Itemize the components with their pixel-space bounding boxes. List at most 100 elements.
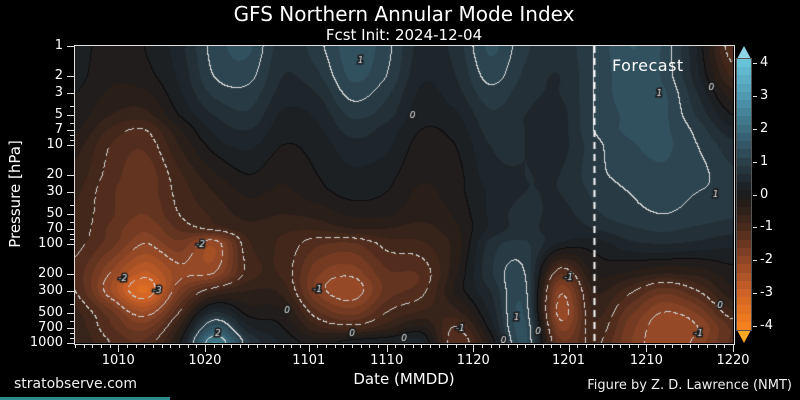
y-tick-label: 2	[54, 67, 63, 83]
x-minor-tick	[404, 344, 405, 348]
colorbar-segment	[737, 272, 751, 282]
colorbar-tick	[753, 128, 757, 130]
x-minor-tick	[611, 344, 613, 348]
colorbar-segment	[737, 91, 751, 101]
x-minor-tick	[421, 344, 423, 348]
colorbar-segment	[737, 165, 751, 175]
colorbar-segment	[737, 305, 751, 315]
y-tick-label: 30	[46, 184, 63, 200]
x-minor-tick	[300, 344, 302, 348]
colorbar-segment	[737, 67, 751, 76]
x-minor-tick	[239, 344, 241, 348]
forecast-region-label: Forecast	[612, 56, 684, 75]
x-minor-tick	[585, 344, 587, 348]
x-minor-tick	[672, 344, 674, 348]
x-minor-tick	[689, 344, 691, 348]
colorbar-outline	[736, 58, 752, 331]
x-major-tick	[118, 344, 120, 352]
nam-contour-canvas	[75, 46, 733, 343]
x-major-tick	[204, 344, 206, 352]
colorbar-tick-label: 2	[760, 120, 769, 136]
x-minor-tick	[360, 344, 362, 348]
colorbar-segment	[737, 231, 751, 241]
y-minor-tick	[70, 140, 74, 142]
x-axis-label: Date (MMDD)	[353, 370, 455, 388]
y-major-tick	[67, 75, 74, 77]
y-major-tick	[67, 244, 74, 245]
x-major-tick	[386, 344, 388, 352]
y-minor-tick	[70, 222, 74, 224]
x-minor-tick	[265, 344, 267, 348]
y-major-tick	[67, 145, 74, 146]
colorbar-segment	[737, 182, 751, 191]
x-minor-tick	[603, 344, 605, 348]
x-minor-tick	[551, 344, 553, 348]
colorbar-tick	[753, 325, 757, 327]
colorbar-segment	[737, 215, 751, 224]
y-minor-tick	[70, 204, 74, 206]
y-tick-label: 10	[46, 137, 63, 152]
y-tick-label: 3	[54, 85, 63, 101]
x-minor-tick	[369, 344, 371, 348]
y-major-tick	[67, 214, 74, 216]
x-minor-tick	[109, 344, 111, 348]
x-minor-tick	[429, 344, 431, 348]
colorbar-segment	[737, 141, 751, 150]
colorbar-segment	[737, 206, 751, 216]
colorbar-segment	[737, 256, 751, 265]
colorbar-segment	[737, 124, 751, 134]
x-minor-tick	[100, 344, 102, 348]
x-minor-tick	[144, 344, 146, 348]
x-minor-tick	[655, 344, 657, 348]
colorbar-segment	[737, 264, 751, 274]
x-minor-tick	[135, 344, 137, 348]
colorbar-tick-label: -2	[760, 252, 773, 268]
x-major-tick	[568, 344, 570, 352]
author-credit: Figure by Z. D. Lawrence (NMT)	[587, 378, 792, 393]
colorbar-segment	[737, 239, 751, 249]
x-tick-label: 1110	[370, 353, 404, 368]
y-tick-label: 100	[38, 236, 63, 251]
colorbar-segment	[737, 149, 751, 159]
colorbar-tick	[753, 63, 757, 65]
colorbar-tick-label: -4	[760, 317, 773, 333]
x-minor-tick	[724, 344, 726, 348]
y-major-tick	[67, 129, 74, 131]
x-minor-tick	[533, 344, 535, 348]
y-major-tick	[67, 291, 74, 293]
colorbar-tick-label: 1	[760, 153, 769, 169]
x-minor-tick	[187, 344, 189, 348]
y-tick-label: 1000	[29, 335, 63, 350]
y-tick-label: 1	[54, 38, 63, 53]
colorbar-segment	[737, 198, 751, 208]
x-minor-tick	[152, 344, 154, 348]
site-credit: stratobserve.com	[14, 376, 137, 392]
x-minor-tick	[490, 344, 492, 348]
y-tick-label: 50	[46, 206, 63, 222]
y-minor-tick	[70, 321, 74, 323]
y-major-tick	[67, 46, 74, 47]
x-major-tick	[733, 344, 734, 352]
x-tick-label: 1010	[101, 353, 135, 368]
colorbar-segment	[737, 59, 751, 68]
x-minor-tick	[637, 344, 639, 348]
x-minor-tick	[464, 344, 466, 348]
x-minor-tick	[248, 344, 250, 348]
x-minor-tick	[230, 344, 232, 348]
y-tick-label: 200	[38, 265, 63, 281]
colorbar-tick-label: 0	[760, 186, 769, 202]
x-tick-label: 1020	[188, 353, 222, 368]
x-minor-tick	[663, 344, 665, 348]
x-major-tick	[473, 344, 475, 352]
x-minor-tick	[481, 344, 483, 348]
x-minor-tick	[326, 344, 328, 348]
colorbar-tick	[753, 260, 757, 262]
y-major-tick	[67, 93, 74, 95]
x-minor-tick	[620, 344, 622, 348]
colorbar-segment	[737, 83, 751, 93]
x-minor-tick	[274, 344, 276, 348]
x-tick-label: 1101	[292, 353, 326, 368]
x-minor-tick	[681, 344, 683, 348]
x-minor-tick	[256, 344, 258, 348]
x-minor-tick	[629, 344, 631, 348]
